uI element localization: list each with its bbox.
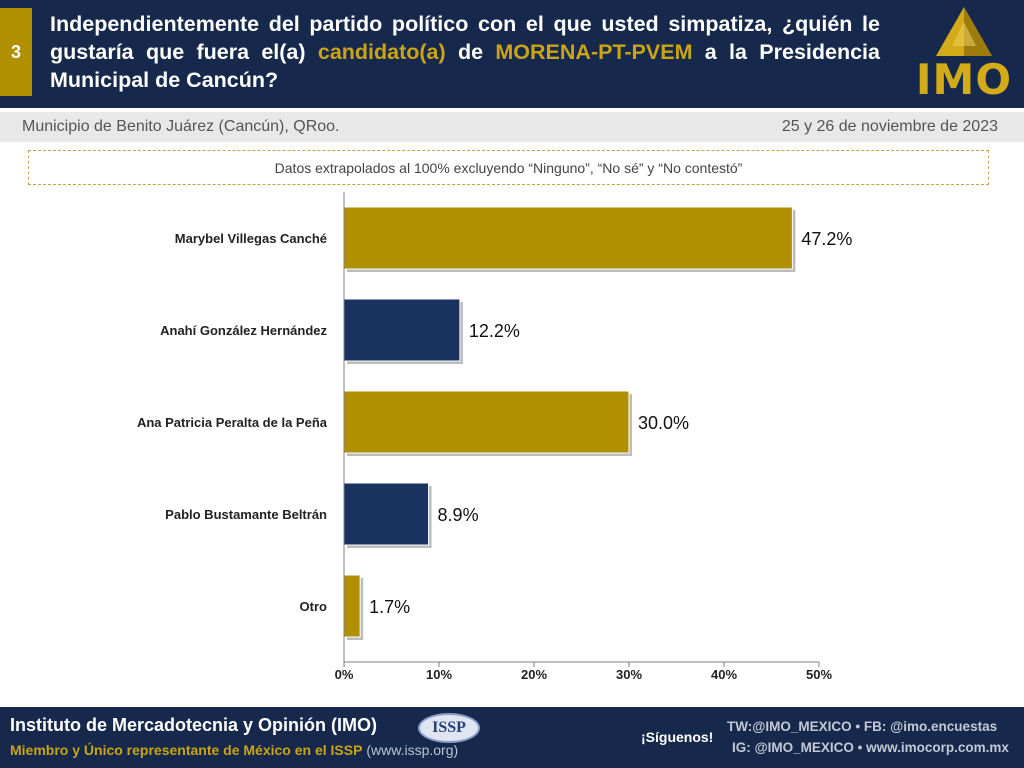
- issp-logo: ISSP: [418, 713, 480, 743]
- bar-2: [343, 298, 461, 362]
- header: 3 Independientemente del partido polític…: [0, 0, 1024, 108]
- membership-text: Miembro y Único representante de México …: [10, 742, 363, 758]
- x-tick-label: 50%: [806, 667, 832, 682]
- question-text-start: Independientemente del partido político …: [50, 12, 880, 64]
- survey-date: 25 y 26 de noviembre de 2023: [781, 118, 998, 135]
- bar-4: [343, 482, 430, 546]
- question-text-mid: de: [445, 40, 496, 64]
- category-label: Marybel Villegas Canché: [175, 231, 327, 246]
- category-label: Ana Patricia Peralta de la Peña: [137, 415, 328, 430]
- question-highlight-party: MORENA-PT-PVEM: [495, 40, 693, 64]
- value-label: 30.0%: [638, 413, 689, 433]
- footer: Instituto de Mercadotecnia y Opinión (IM…: [0, 707, 1024, 768]
- value-label: 8.9%: [438, 505, 479, 525]
- social-links-line1: TW:@IMO_MEXICO • FB: @imo.encuestas: [727, 719, 998, 734]
- social-links-line2: IG: @IMO_MEXICO • www.imocorp.com.mx: [732, 740, 1009, 755]
- x-tick-label: 20%: [521, 667, 547, 682]
- subheader-bar: Municipio de Benito Juárez (Cancún), QRo…: [0, 112, 1024, 142]
- extrapolation-note: Datos extrapolados al 100% excluyendo “N…: [28, 150, 989, 185]
- membership-line: Miembro y Único representante de México …: [10, 742, 458, 758]
- organization-name: Instituto de Mercadotecnia y Opinión (IM…: [10, 715, 378, 735]
- value-label: 47.2%: [801, 229, 852, 249]
- slide-number: 3: [0, 8, 32, 96]
- value-label: 1.7%: [369, 597, 410, 617]
- question-highlight-candidate: candidato(a): [317, 40, 446, 64]
- category-label: Otro: [300, 599, 328, 614]
- x-tick-label: 30%: [616, 667, 642, 682]
- question-text-end: a la Presidencia Municipal de Cancún?: [50, 40, 880, 92]
- question-title: Independientemente del partido político …: [50, 10, 880, 94]
- x-tick-label: 0%: [335, 667, 354, 682]
- follow-label: ¡Síguenos!: [641, 729, 714, 745]
- issp-site: (www.issp.org): [362, 742, 459, 758]
- bar-1: [343, 206, 793, 270]
- imo-logo: IMO: [912, 4, 1016, 104]
- category-label: Anahí González Hernández: [160, 323, 327, 338]
- bar-chart: Marybel Villegas Canché 47.2% Anahí Gonzál…: [137, 192, 852, 682]
- x-tick-label: 10%: [426, 667, 452, 682]
- bar-5: [343, 574, 361, 638]
- x-tick-label: 40%: [711, 667, 737, 682]
- value-label: 12.2%: [469, 321, 520, 341]
- pyramid-logo-icon: [936, 7, 992, 56]
- municipality-label: Municipio de Benito Juárez (Cancún), QRo…: [22, 118, 340, 135]
- bar-3: [343, 390, 630, 454]
- category-label: Pablo Bustamante Beltrán: [165, 507, 327, 522]
- logo-text: IMO: [915, 55, 1013, 104]
